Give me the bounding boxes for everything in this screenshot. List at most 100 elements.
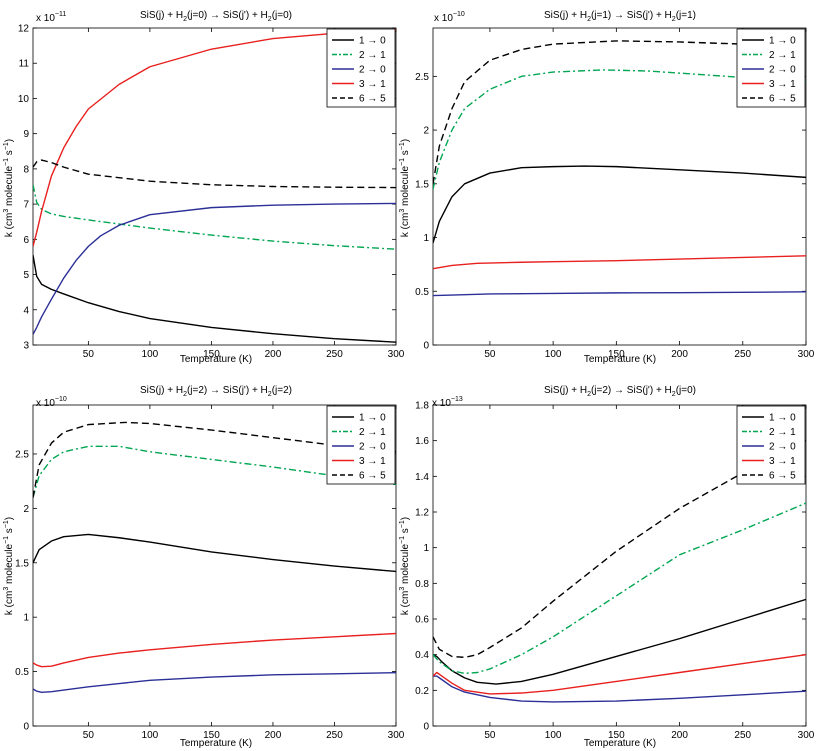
y-tick-label: 1 [23, 613, 29, 624]
x-tick-label: 150 [608, 730, 625, 741]
chart-panel-bottom-right: SiS(j) + H2(j=2) → SiS(j') + H2(j=0) x 1… [399, 385, 815, 749]
legend-box [326, 405, 396, 485]
y-tick-label: 0.4 [415, 650, 429, 661]
series-line-2 [433, 69, 806, 190]
x-tick-label: 250 [734, 349, 751, 360]
y-tick-label: 1.8 [415, 401, 429, 412]
y-tick-label: 5 [23, 270, 29, 281]
series-line-4 [433, 653, 806, 695]
chart-title: SiS(j) + H2(j=0) → SiS(j') + H2(j=0) [140, 10, 292, 23]
chart-title: SiS(j) + H2(j=1) → SiS(j') + H2(j=1) [544, 10, 696, 23]
legend-entry: 6 → 5 [769, 94, 796, 105]
series-line-3 [33, 202, 396, 335]
y-tick-label: 2 [423, 126, 429, 137]
legend-entry: 2 → 1 [359, 427, 386, 438]
x-tick-label: 200 [671, 349, 688, 360]
x-tick-label: 200 [265, 349, 282, 360]
legend-box [736, 405, 806, 485]
chart-panel-top-left: SiS(j) + H2(j=0) → SiS(j') + H2(j=0) x 1… [3, 10, 405, 365]
y-axis-label: k (cm3 molecule−1 s−1) [3, 139, 15, 237]
axis-exponent: x 10−11 [36, 11, 66, 24]
y-tick-label: 6 [23, 235, 29, 246]
y-tick-label: 0.5 [15, 667, 29, 678]
y-tick-label: 12 [18, 24, 30, 35]
series-group [33, 29, 396, 343]
y-tick-label: 1 [423, 543, 429, 554]
chart-title: SiS(j) + H2(j=2) → SiS(j') + H2(j=2) [140, 385, 292, 398]
legend-entry: 6 → 5 [769, 471, 796, 482]
series-line-5 [433, 440, 806, 659]
y-tick-label: 0.2 [415, 686, 429, 697]
x-tick-label: 300 [798, 349, 815, 360]
y-tick-label: 1.2 [415, 508, 429, 519]
x-tick-label: 200 [265, 730, 282, 741]
series-line-5 [433, 40, 806, 184]
series-group [33, 421, 396, 693]
y-tick-label: 1 [423, 233, 429, 244]
chart-panel-top-right: SiS(j) + H2(j=1) → SiS(j') + H2(j=1) x 1… [399, 10, 815, 365]
axis-exponent: x 10−10 [434, 11, 465, 24]
y-tick-label: 0 [423, 722, 429, 733]
y-tick-label: 10 [18, 94, 30, 105]
x-tick-label: 50 [83, 349, 95, 360]
legend-entry: 2 → 0 [769, 65, 796, 76]
x-axis-label: Temperature (K) [584, 354, 656, 365]
x-axis-label: Temperature (K) [180, 354, 252, 365]
x-tick-label: 300 [388, 730, 405, 741]
y-tick-label: 1.5 [415, 179, 429, 190]
legend-entry: 2 → 1 [769, 427, 796, 438]
legend: 1 → 0 2 → 1 2 → 0 3 → 1 6 → 5 [326, 28, 396, 108]
legend-entry: 6 → 5 [359, 471, 386, 482]
y-tick-label: 0 [23, 722, 29, 733]
x-tick-label: 100 [545, 349, 562, 360]
series-line-3 [33, 671, 396, 693]
legend-entry: 1 → 0 [359, 36, 386, 47]
x-tick-label: 150 [203, 730, 220, 741]
plot-area [32, 404, 397, 727]
y-tick-label: 3 [23, 341, 29, 352]
x-tick-label: 250 [734, 730, 751, 741]
series-group [433, 440, 806, 703]
x-tick-label: 50 [484, 349, 496, 360]
y-tick-label: 0.5 [415, 287, 429, 298]
x-axis-label: Temperature (K) [180, 738, 252, 749]
x-tick-label: 300 [798, 730, 815, 741]
series-line-2 [433, 502, 806, 675]
x-tick-label: 100 [142, 730, 159, 741]
legend: 1 → 0 2 → 1 2 → 0 3 → 1 6 → 5 [736, 405, 806, 485]
y-axis-label: k (cm3 molecule−1 s−1) [3, 517, 15, 615]
legend-entry: 2 → 1 [769, 50, 796, 61]
legend-entry: 1 → 0 [769, 413, 796, 424]
x-tick-label: 150 [608, 349, 625, 360]
series-line-1 [33, 255, 396, 343]
y-tick-label: 11 [19, 59, 30, 70]
y-axis-label: k (cm3 molecule−1 s−1) [399, 139, 411, 237]
y-tick-label: 4 [23, 305, 29, 316]
legend-entry: 1 → 0 [359, 413, 386, 424]
legend-entry: 1 → 0 [769, 36, 796, 47]
series-line-1 [433, 165, 806, 244]
axis-exponent: x 10−10 [36, 396, 67, 409]
x-tick-label: 150 [203, 349, 220, 360]
series-line-2 [33, 445, 396, 498]
legend: 1 → 0 2 → 1 2 → 0 3 → 1 6 → 5 [326, 405, 396, 485]
plot-area [432, 404, 807, 727]
series-line-5 [33, 421, 396, 498]
y-tick-label: 0.8 [415, 579, 429, 590]
legend-entry: 2 → 1 [359, 50, 386, 61]
chart-panel-bottom-left: SiS(j) + H2(j=2) → SiS(j') + H2(j=2) x 1… [3, 385, 405, 749]
series-line-4 [433, 255, 806, 270]
legend-entry: 6 → 5 [359, 94, 386, 105]
legend-entry: 3 → 1 [359, 456, 386, 467]
series-line-5 [33, 159, 396, 189]
x-tick-label: 100 [142, 349, 159, 360]
x-tick-label: 100 [545, 730, 562, 741]
y-tick-label: 0 [423, 341, 429, 352]
legend-entry: 2 → 0 [359, 442, 386, 453]
series-line-4 [33, 29, 396, 247]
y-tick-label: 2 [23, 504, 29, 515]
series-line-1 [33, 533, 396, 573]
series-line-3 [433, 291, 806, 297]
axis-exponent: x 10−13 [432, 396, 463, 409]
x-tick-label: 300 [388, 349, 405, 360]
